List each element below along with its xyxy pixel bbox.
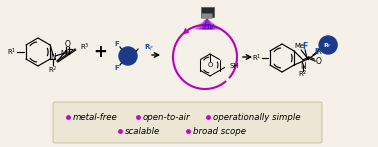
Text: R$^3$: R$^3$ bbox=[316, 46, 326, 58]
Text: R$^2$: R$^2$ bbox=[298, 68, 308, 80]
Text: R$^1$: R$^1$ bbox=[252, 52, 262, 64]
FancyBboxPatch shape bbox=[200, 6, 214, 16]
Text: F: F bbox=[315, 48, 319, 54]
FancyBboxPatch shape bbox=[201, 14, 212, 19]
Text: operationally simple: operationally simple bbox=[213, 112, 301, 122]
Text: broad scope: broad scope bbox=[193, 127, 246, 136]
Polygon shape bbox=[199, 19, 215, 29]
Polygon shape bbox=[193, 19, 221, 29]
Text: R$_F$: R$_F$ bbox=[144, 43, 154, 53]
Polygon shape bbox=[202, 19, 212, 29]
Text: O: O bbox=[207, 62, 213, 68]
FancyBboxPatch shape bbox=[53, 102, 322, 143]
Circle shape bbox=[319, 36, 337, 54]
Text: open-to-air: open-to-air bbox=[143, 112, 191, 122]
Text: R$^1$: R$^1$ bbox=[7, 46, 17, 58]
Text: N: N bbox=[300, 62, 306, 71]
Text: +: + bbox=[93, 43, 107, 61]
Text: F: F bbox=[302, 41, 308, 51]
Text: R$^2$: R$^2$ bbox=[48, 64, 58, 76]
Text: R$^3$: R$^3$ bbox=[80, 41, 90, 53]
Text: metal-free: metal-free bbox=[73, 112, 118, 122]
Polygon shape bbox=[196, 19, 218, 29]
Text: F: F bbox=[115, 41, 119, 47]
Text: O: O bbox=[315, 56, 321, 66]
Text: N: N bbox=[50, 52, 56, 61]
Text: $h\nu$: $h\nu$ bbox=[203, 20, 215, 30]
Text: SH: SH bbox=[229, 62, 239, 69]
Text: F: F bbox=[115, 65, 119, 71]
Text: R$_F$: R$_F$ bbox=[324, 42, 333, 50]
Text: O: O bbox=[65, 40, 71, 49]
Text: scalable: scalable bbox=[125, 127, 160, 136]
Text: Me: Me bbox=[294, 43, 304, 49]
Text: Me: Me bbox=[60, 50, 70, 56]
Circle shape bbox=[119, 47, 137, 65]
